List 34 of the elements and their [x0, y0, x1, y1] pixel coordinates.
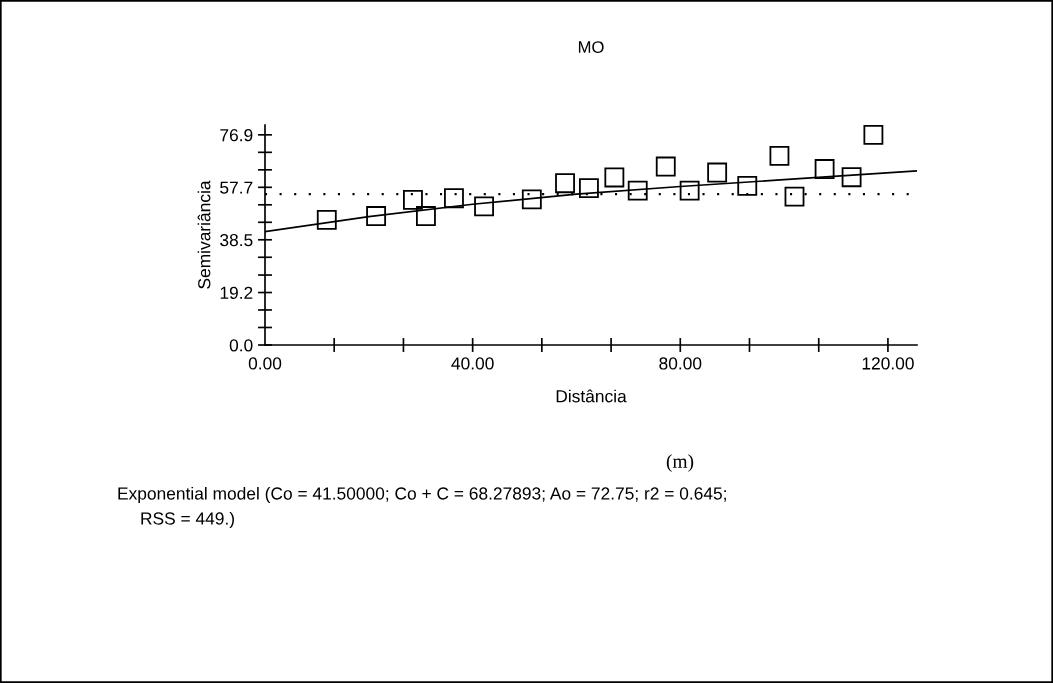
point: [604, 167, 625, 188]
point: [737, 176, 758, 196]
point: [769, 145, 790, 166]
text: Exponential model (Co = 41.50000; Co + C = 68.27893; Ao = 72.75; r2 = 0.645; RSS = 449.): [118, 486, 726, 529]
y-tick-label: 0.0: [229, 339, 253, 352]
x-tick-label: 80.00: [659, 357, 702, 370]
text: (m): [666, 454, 694, 472]
point: [444, 188, 464, 209]
point: [627, 180, 648, 201]
point: [707, 162, 728, 183]
point: [474, 196, 494, 217]
y-tick-label: 19.2: [220, 286, 253, 299]
y-tick-label: 76.9: [220, 129, 253, 142]
x-axis-title: Distância: [556, 389, 627, 403]
y-axis-title: Semivariância: [197, 180, 211, 289]
point: [521, 189, 542, 210]
point: [578, 178, 599, 199]
point: [655, 156, 676, 177]
point: [679, 180, 700, 201]
point: [403, 189, 423, 210]
point: [555, 173, 575, 194]
point: [814, 159, 835, 179]
point: [366, 206, 387, 226]
point: [863, 125, 884, 145]
x-tick-label: 0.00: [248, 357, 282, 370]
point: [784, 186, 805, 207]
chart-title: MO: [578, 41, 604, 53]
x-tick-label: 120.00: [862, 357, 914, 370]
y-tick-label: 57.7: [220, 181, 253, 194]
point: [415, 206, 436, 226]
y-tick-label: 38.5: [220, 233, 253, 247]
x-tick-label: 40.00: [451, 357, 494, 370]
point: [841, 167, 862, 188]
point: [316, 209, 337, 230]
